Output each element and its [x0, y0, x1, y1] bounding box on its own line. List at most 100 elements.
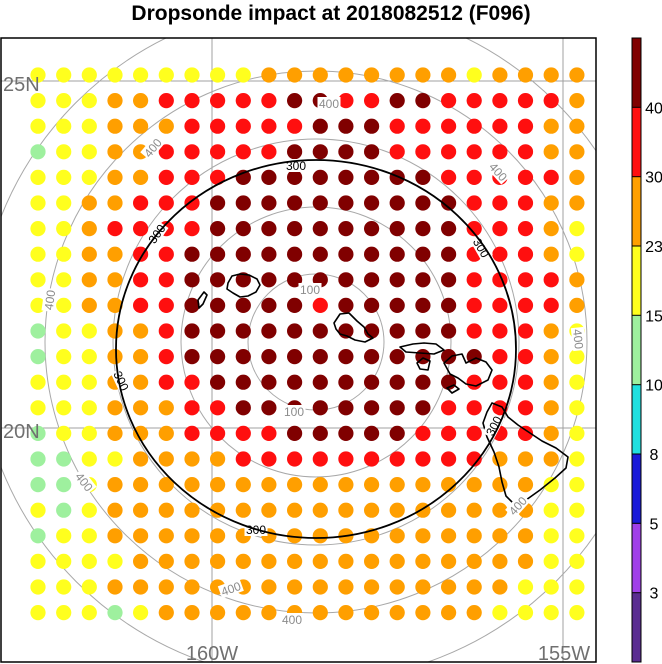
- dropsonde-point-r14-c0: [30, 425, 46, 441]
- dropsonde-point-r13-c21: [569, 400, 585, 416]
- dropsonde-point-r15-c11: [312, 451, 328, 467]
- dropsonde-point-r4-c0: [30, 169, 46, 185]
- dropsonde-point-r9-c13: [364, 297, 380, 313]
- dropsonde-point-r9-c17: [466, 297, 482, 313]
- dropsonde-point-r1-c7: [210, 93, 226, 109]
- dropsonde-point-r17-c7: [210, 502, 226, 518]
- dropsonde-point-r19-c16: [441, 553, 457, 570]
- dropsonde-point-r18-c5: [158, 528, 174, 544]
- dropsonde-point-r20-c15: [415, 579, 431, 595]
- colorbar-label: 15: [645, 308, 662, 325]
- dropsonde-point-r15-c12: [338, 451, 354, 467]
- dropsonde-point-r7-c13: [364, 246, 380, 262]
- dropsonde-point-r9-c5: [158, 297, 174, 313]
- dropsonde-point-r9-c10: [287, 297, 303, 313]
- colorbar-segment: [632, 315, 641, 385]
- range-ring-label-group: 400: [280, 613, 304, 627]
- dropsonde-point-r5-c7: [210, 195, 226, 211]
- dropsonde-point-r5-c9: [261, 195, 277, 211]
- dropsonde-point-r16-c20: [543, 477, 559, 493]
- dropsonde-point-r17-c8: [235, 502, 251, 518]
- dropsonde-point-r1-c18: [492, 93, 508, 109]
- dropsonde-point-r7-c16: [441, 246, 457, 262]
- range-ring-label-backdrop: [217, 578, 244, 599]
- dropsonde-point-r2-c2: [81, 118, 97, 134]
- dropsonde-point-r11-c13: [364, 349, 380, 365]
- dropsonde-point-r17-c21: [569, 502, 585, 518]
- dropsonde-point-r6-c16: [441, 221, 457, 237]
- dropsonde-point-r10-c15: [415, 323, 431, 339]
- dropsonde-point-r20-c17: [466, 579, 482, 595]
- range-ring-label-backdrop: [140, 134, 165, 161]
- dropsonde-point-r0-c7: [210, 67, 226, 83]
- colorbar-label: 40: [645, 100, 662, 117]
- dropsonde-point-r3-c16: [441, 144, 457, 160]
- dropsonde-point-r19-c10: [287, 553, 303, 570]
- dropsonde-point-r6-c15: [415, 221, 431, 237]
- dropsonde-point-r1-c13: [364, 93, 380, 109]
- dropsonde-point-r16-c19: [517, 477, 534, 493]
- range-ring-label-group: 400: [217, 578, 244, 599]
- dropsonde-point-r13-c2: [81, 400, 97, 416]
- island-kahoolawe: [446, 384, 460, 394]
- dropsonde-point-r1-c17: [466, 93, 482, 109]
- dropsonde-point-r17-c0: [30, 502, 46, 518]
- dropsonde-point-r21-c9: [261, 605, 277, 621]
- dropsonde-point-r6-c12: [338, 221, 354, 237]
- dropsonde-point-r3-c2: [81, 144, 97, 160]
- dropsonde-point-r17-c20: [543, 502, 559, 518]
- dropsonde-point-r18-c1: [56, 528, 72, 544]
- dropsonde-point-r5-c21: [569, 195, 585, 211]
- dropsonde-point-r5-c8: [235, 195, 251, 211]
- dropsonde-point-r12-c5: [158, 374, 174, 390]
- dropsonde-point-r0-c13: [364, 67, 380, 83]
- dropsonde-point-r16-c0: [30, 477, 46, 493]
- dropsonde-point-r12-c7: [210, 374, 226, 390]
- dropsonde-point-r20-c3: [107, 579, 123, 595]
- dropsonde-point-r5-c6: [184, 195, 200, 211]
- dropsonde-point-r20-c14: [389, 579, 405, 595]
- dropsonde-point-r6-c11: [312, 221, 328, 237]
- dropsonde-point-r21-c18: [492, 605, 508, 621]
- dropsonde-point-r18-c18: [492, 528, 508, 544]
- dropsonde-point-r1-c15: [415, 93, 431, 109]
- dropsonde-point-r16-c7: [210, 477, 226, 493]
- dropsonde-point-r21-c5: [158, 605, 174, 621]
- dropsonde-point-r5-c18: [492, 195, 508, 211]
- dropsonde-point-r7-c3: [107, 246, 123, 262]
- dropsonde-point-r8-c1: [56, 272, 72, 288]
- dropsonde-point-r13-c11: [312, 400, 328, 416]
- dropsonde-point-r14-c20: [543, 425, 559, 441]
- dropsonde-point-r1-c6: [184, 93, 200, 109]
- range-ring-label-backdrop: [505, 492, 531, 519]
- dropsonde-point-r4-c4: [133, 169, 149, 185]
- range-ring-label: 400: [282, 613, 302, 627]
- dropsonde-point-r7-c18: [492, 246, 508, 262]
- dropsonde-point-r16-c13: [364, 477, 380, 493]
- range-ring-label: 400: [319, 97, 339, 111]
- dropsonde-point-r9-c16: [441, 297, 457, 313]
- dropsonde-point-r12-c20: [543, 374, 559, 390]
- dropsonde-point-r8-c7: [210, 272, 226, 288]
- dropsonde-point-r0-c21: [569, 67, 585, 83]
- dropsonde-point-r18-c15: [415, 528, 431, 544]
- dropsonde-point-r10-c6: [184, 323, 200, 339]
- dropsonde-point-r19-c19: [517, 553, 534, 570]
- dropsonde-point-r11-c2: [81, 349, 97, 365]
- dropsonde-point-r10-c0: [30, 323, 46, 339]
- dropsonde-point-r3-c0: [30, 144, 46, 160]
- dropsonde-point-r12-c1: [56, 374, 72, 390]
- range-ring-label-backdrop: [570, 326, 587, 352]
- dropsonde-point-r18-c20: [543, 528, 559, 544]
- dropsonde-point-r10-c1: [56, 323, 72, 339]
- colorbar-segment: [632, 38, 641, 108]
- dropsonde-point-r15-c18: [492, 451, 508, 467]
- colorbar-segment: [632, 592, 641, 663]
- dropsonde-point-r17-c5: [158, 502, 174, 518]
- dropsonde-point-r2-c5: [158, 118, 174, 134]
- dropsonde-point-r10-c14: [389, 323, 405, 339]
- dropsonde-point-r3-c18: [492, 144, 508, 160]
- dropsonde-point-r10-c2: [81, 323, 97, 339]
- dropsonde-point-r4-c6: [184, 169, 200, 185]
- dropsonde-point-r15-c6: [184, 451, 200, 467]
